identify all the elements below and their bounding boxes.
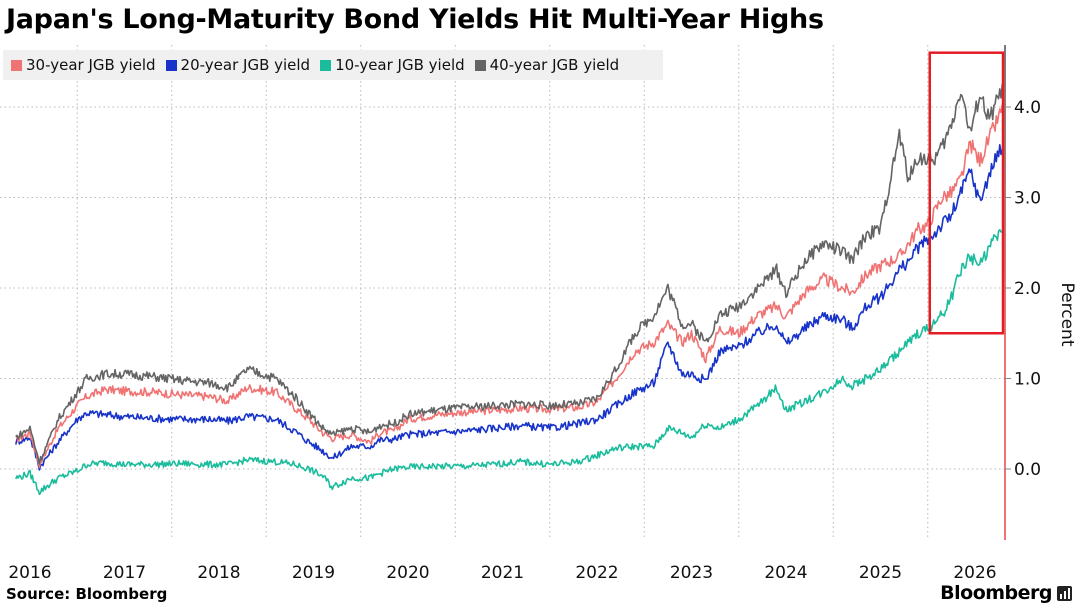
legend-item: 10-year JGB yield [320,56,465,74]
legend-swatch [320,59,332,71]
y-axis: 0.0 1.0 2.0 3.0 4.0 [1004,45,1041,540]
x-tick-label: 2022 [575,563,618,583]
series-lines [15,83,1005,496]
y-axis-line [1004,45,1006,540]
bar-chart-icon [1057,586,1072,601]
y-tick-label: 1.0 [1014,370,1041,390]
series-line-1 [15,141,1005,471]
legend-label: 10-year JGB yield [335,56,465,74]
legend-label: 20-year JGB yield [180,56,311,74]
legend: 30-year JGB yield 20-year JGB yield 10-y… [3,50,663,80]
legend-label: 40-year JGB yield [489,56,620,74]
series-line-2 [15,228,1005,496]
legend-label: 30-year JGB yield [26,56,156,74]
y-tick-label: 0.0 [1014,460,1041,480]
legend-item: 20-year JGB yield [165,56,311,74]
y-axis-label: Percent [1057,283,1077,347]
legend-swatch [165,59,177,71]
x-tick-label: 2025 [859,563,902,583]
x-tick-label: 2017 [103,563,146,583]
highlight-box [928,51,1005,335]
y-tick-label: 2.0 [1014,279,1041,299]
y-tick-label: 4.0 [1014,98,1041,118]
x-tick-label: 2021 [481,563,524,583]
x-tick-label: 2023 [670,563,713,583]
x-tick-label: 2018 [197,563,240,583]
x-tick-label: 2024 [764,563,807,583]
x-tick-label: 2019 [292,563,335,583]
legend-swatch [11,59,22,71]
series-line-3 [15,83,1004,465]
brand-logo: Bloomberg [940,582,1052,604]
x-tick-label: 2020 [386,563,429,583]
legend-item: 40-year JGB yield [474,56,620,74]
legend-item: 30-year JGB yield [11,56,156,74]
legend-swatch [474,59,486,71]
series-line-0 [15,104,1005,469]
x-axis: 2016 2017 2018 2019 2020 2021 2022 2023 2024 2025… [8,563,996,583]
x-tick-label: 2026 [953,563,996,583]
x-tick-label: 2016 [8,563,51,583]
source-note: Source: Bloomberg [6,585,168,603]
y-tick-label: 3.0 [1014,189,1041,209]
chart-title: Japan's Long-Maturity Bond Yields Hit Mu… [6,4,824,35]
